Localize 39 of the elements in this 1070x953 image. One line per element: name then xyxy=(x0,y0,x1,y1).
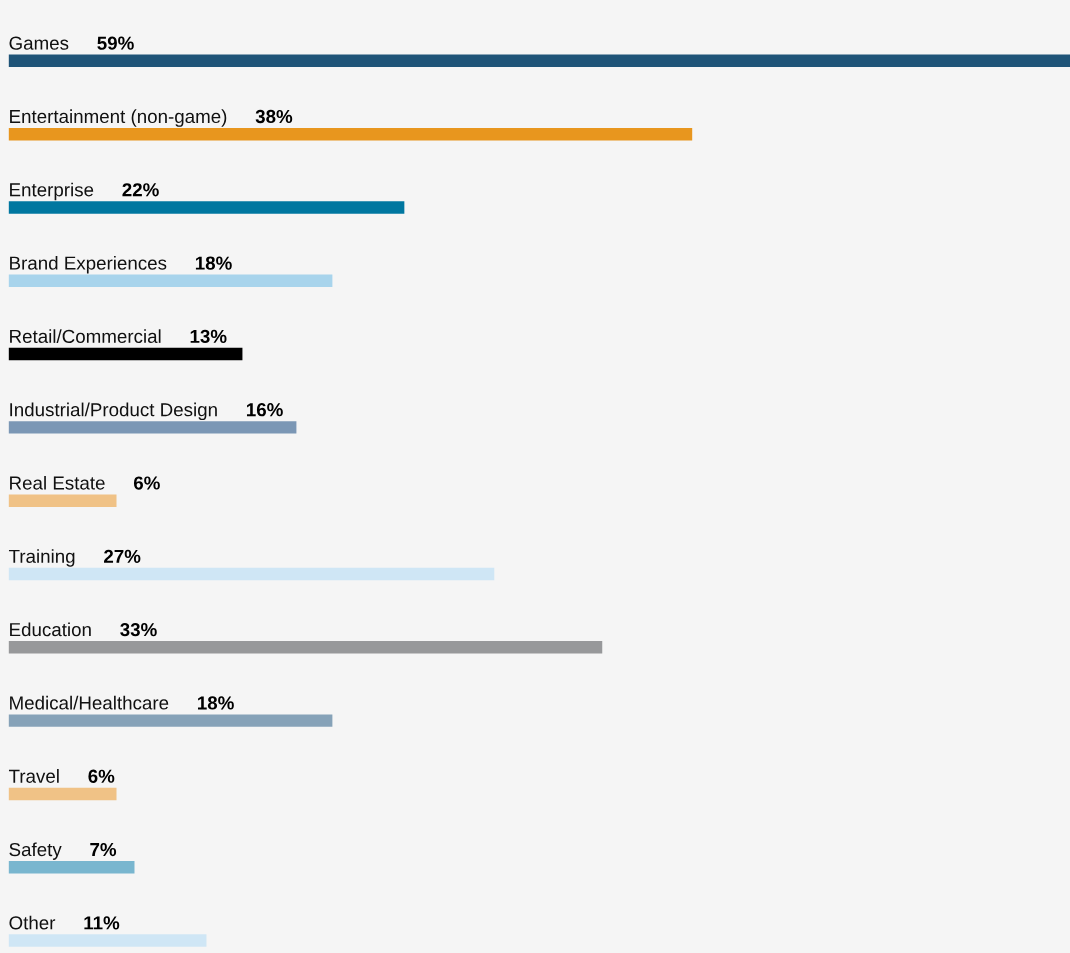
data-label: 6% xyxy=(133,476,160,490)
y-tick-label: Entertainment (non-game) xyxy=(10,109,227,127)
data-label: 59% xyxy=(97,36,134,50)
data-label: 18% xyxy=(195,256,232,270)
bar xyxy=(8,641,603,654)
y-tick-label: Retail/Commercial xyxy=(10,329,161,344)
bar xyxy=(8,127,693,141)
bar xyxy=(8,201,405,214)
data-label: 16% xyxy=(246,403,283,417)
bar xyxy=(8,54,1070,68)
data-label: 38% xyxy=(255,109,293,124)
data-label: 13% xyxy=(190,329,227,344)
bar xyxy=(8,274,333,287)
y-tick-label: Training xyxy=(8,549,75,567)
data-label: 11% xyxy=(84,916,120,930)
y-tick-label: Games xyxy=(9,36,69,50)
bar xyxy=(8,421,297,434)
data-label: 18% xyxy=(198,696,234,710)
bar xyxy=(8,494,117,507)
bar xyxy=(8,714,333,727)
bar xyxy=(8,787,117,801)
data-label: 7% xyxy=(90,842,117,857)
data-label: 33% xyxy=(120,622,157,637)
y-tick-label: Industrial/Product Design xyxy=(10,402,217,421)
y-tick-label: Safety xyxy=(9,842,62,860)
data-label: 6% xyxy=(88,769,115,783)
bar xyxy=(8,861,135,874)
y-tick-label: Travel xyxy=(8,769,59,783)
y-tick-label: Enterprise xyxy=(10,182,94,201)
data-label: 27% xyxy=(104,549,141,563)
data-label: 22% xyxy=(122,183,159,197)
y-tick-label: Real Estate xyxy=(10,475,105,490)
y-tick-label: Education xyxy=(10,622,91,637)
bar xyxy=(8,347,243,361)
bar xyxy=(8,934,207,947)
y-tick-label: Brand Experiences xyxy=(10,255,167,274)
bar xyxy=(8,567,495,581)
y-tick-label: Other xyxy=(9,915,56,930)
y-tick-label: Medical/Healthcare xyxy=(10,695,169,710)
